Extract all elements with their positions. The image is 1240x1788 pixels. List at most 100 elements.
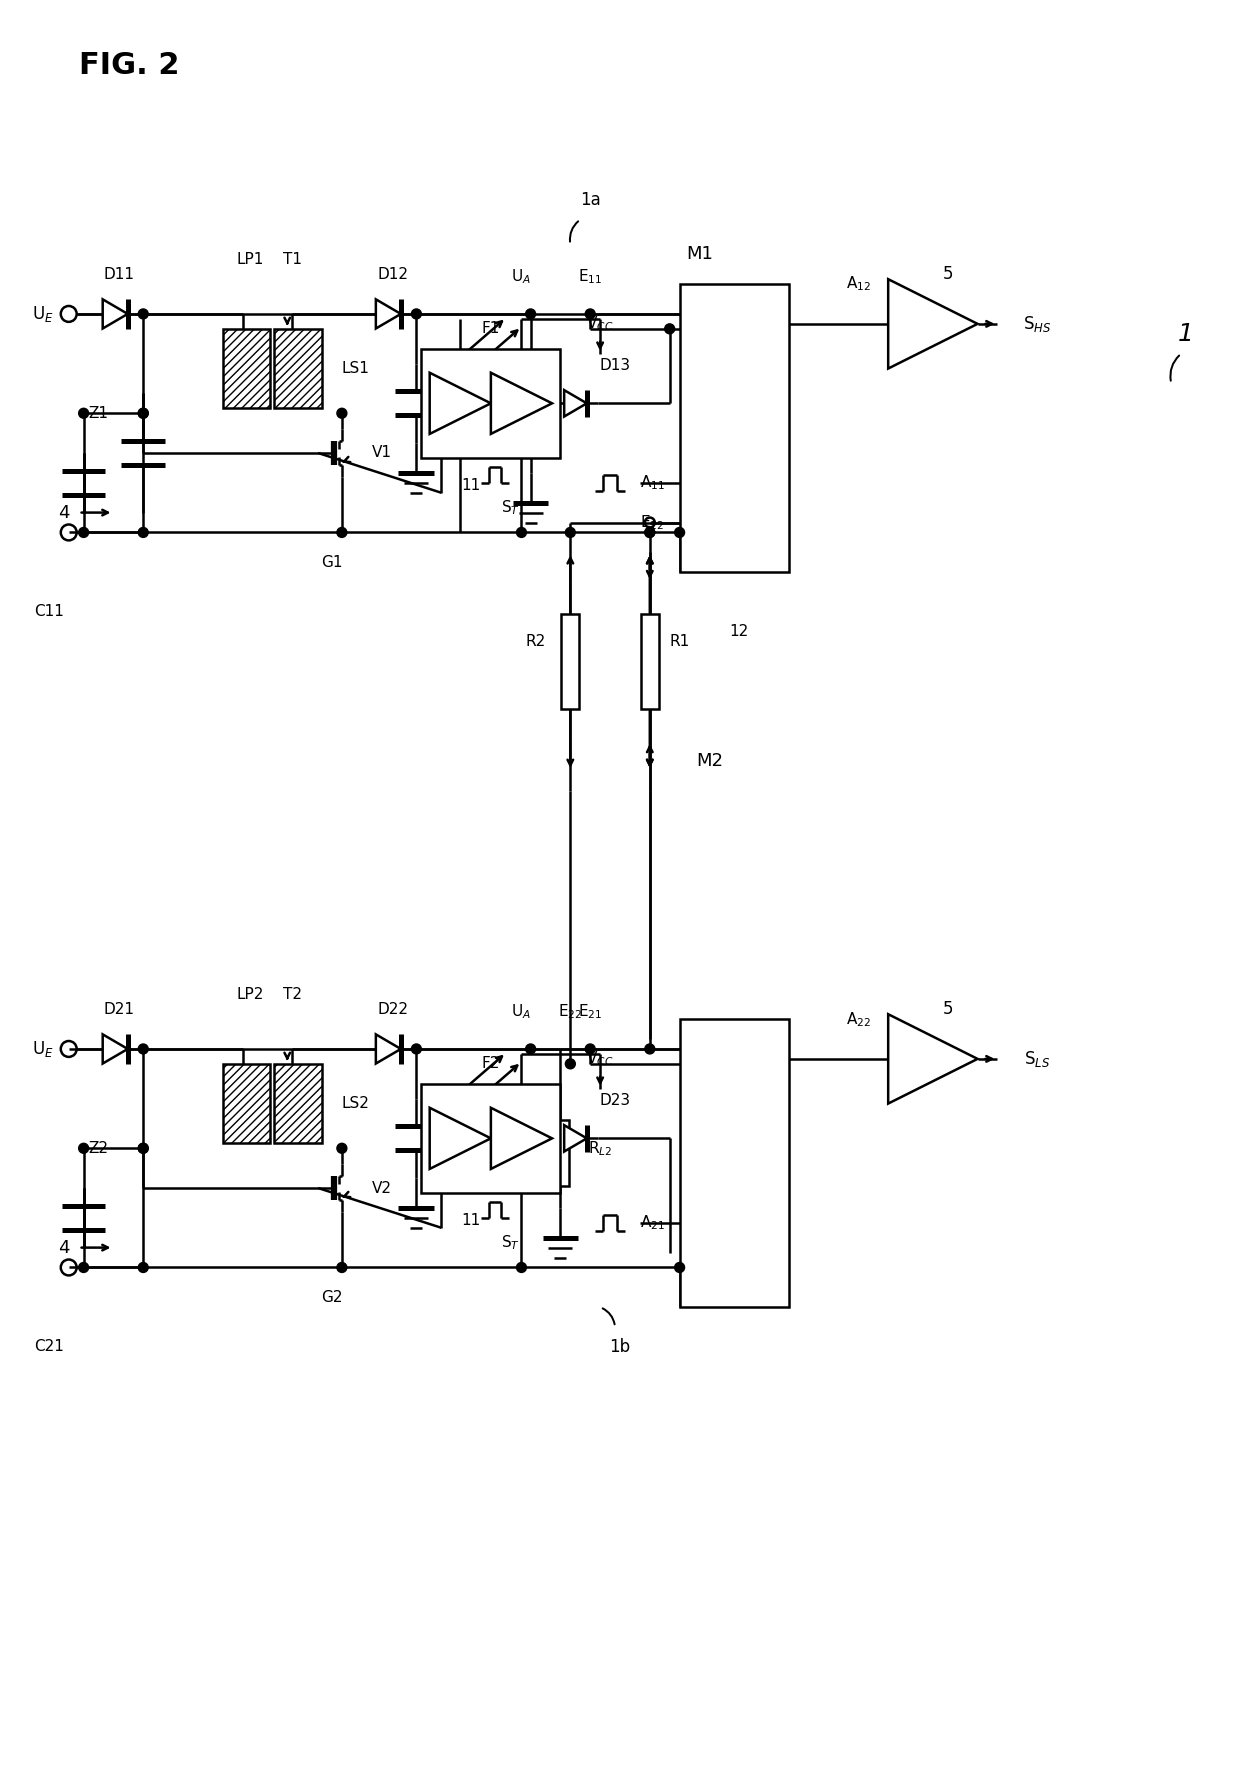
Circle shape bbox=[138, 1262, 149, 1273]
Circle shape bbox=[517, 527, 527, 538]
Text: U$_E$: U$_E$ bbox=[32, 1039, 53, 1058]
Text: D23: D23 bbox=[599, 1092, 631, 1109]
Text: U$_E$: U$_E$ bbox=[32, 304, 53, 324]
Text: FIG. 2: FIG. 2 bbox=[78, 52, 179, 80]
Text: LS2: LS2 bbox=[342, 1096, 370, 1110]
Text: D22: D22 bbox=[377, 1001, 408, 1017]
Circle shape bbox=[526, 309, 536, 318]
Text: S$_T$: S$_T$ bbox=[501, 1234, 521, 1252]
Circle shape bbox=[565, 1058, 575, 1069]
Text: LP1: LP1 bbox=[237, 252, 264, 266]
Circle shape bbox=[585, 1044, 595, 1053]
Circle shape bbox=[526, 1044, 536, 1053]
Circle shape bbox=[675, 527, 684, 538]
Circle shape bbox=[138, 1044, 149, 1053]
Circle shape bbox=[78, 1262, 88, 1273]
Text: D21: D21 bbox=[104, 1001, 135, 1017]
Circle shape bbox=[412, 309, 422, 318]
Polygon shape bbox=[491, 1109, 552, 1169]
Text: Microprocessor: Microprocessor bbox=[727, 1105, 742, 1221]
Text: 11: 11 bbox=[461, 1214, 481, 1228]
Polygon shape bbox=[888, 279, 977, 368]
Polygon shape bbox=[564, 1125, 587, 1151]
Text: 5: 5 bbox=[942, 265, 954, 283]
Bar bbox=[422, 1084, 560, 1193]
Polygon shape bbox=[103, 299, 128, 329]
Circle shape bbox=[138, 527, 149, 538]
Circle shape bbox=[645, 1044, 655, 1053]
Text: E$_{22}$: E$_{22}$ bbox=[558, 1001, 583, 1021]
Text: M2: M2 bbox=[696, 753, 723, 771]
Text: 4: 4 bbox=[58, 1239, 69, 1257]
Circle shape bbox=[665, 324, 675, 334]
Bar bbox=[552, 1121, 569, 1185]
Text: 4: 4 bbox=[58, 504, 69, 522]
Circle shape bbox=[337, 1262, 347, 1273]
Text: U$_A$: U$_A$ bbox=[511, 1001, 531, 1021]
Circle shape bbox=[645, 527, 655, 538]
Polygon shape bbox=[430, 372, 491, 434]
Circle shape bbox=[337, 408, 347, 418]
Text: D11: D11 bbox=[104, 266, 135, 283]
Text: F2: F2 bbox=[481, 1057, 500, 1071]
Text: G2: G2 bbox=[321, 1289, 342, 1305]
Circle shape bbox=[138, 408, 149, 418]
Bar bbox=[223, 1064, 270, 1143]
Text: R2: R2 bbox=[526, 635, 546, 649]
Text: E$_{21}$: E$_{21}$ bbox=[578, 1001, 603, 1021]
Text: C11: C11 bbox=[33, 604, 63, 619]
Circle shape bbox=[675, 1262, 684, 1273]
Text: A$_{11}$: A$_{11}$ bbox=[640, 474, 665, 492]
Bar bbox=[562, 613, 579, 710]
Text: C12: C12 bbox=[444, 395, 474, 411]
Text: S$_{LS}$: S$_{LS}$ bbox=[1024, 1050, 1050, 1069]
Text: 5: 5 bbox=[942, 999, 954, 1017]
Circle shape bbox=[138, 309, 149, 318]
Text: R1: R1 bbox=[670, 635, 689, 649]
Bar bbox=[641, 613, 658, 710]
Circle shape bbox=[565, 527, 575, 538]
Circle shape bbox=[138, 1143, 149, 1153]
Circle shape bbox=[138, 1143, 149, 1153]
Text: Microprocessor: Microprocessor bbox=[727, 370, 742, 486]
Polygon shape bbox=[888, 1014, 977, 1103]
Text: Z2: Z2 bbox=[88, 1141, 108, 1155]
Text: D12: D12 bbox=[377, 266, 408, 283]
Circle shape bbox=[585, 309, 595, 318]
Text: LS1: LS1 bbox=[342, 361, 370, 375]
Circle shape bbox=[412, 1044, 422, 1053]
Circle shape bbox=[337, 1143, 347, 1153]
Text: 1a: 1a bbox=[580, 191, 600, 209]
Polygon shape bbox=[376, 299, 401, 329]
Polygon shape bbox=[491, 372, 552, 434]
Circle shape bbox=[138, 408, 149, 418]
Text: A$_{21}$: A$_{21}$ bbox=[640, 1214, 665, 1232]
Polygon shape bbox=[103, 1033, 128, 1064]
Text: C21: C21 bbox=[33, 1339, 63, 1355]
Text: T2: T2 bbox=[283, 987, 301, 1001]
Bar bbox=[274, 1064, 322, 1143]
Text: 1b: 1b bbox=[609, 1337, 631, 1355]
Circle shape bbox=[517, 1262, 527, 1273]
Bar bbox=[223, 329, 270, 408]
Circle shape bbox=[337, 527, 347, 538]
Text: D13: D13 bbox=[599, 358, 631, 374]
Text: F1: F1 bbox=[481, 322, 500, 336]
Polygon shape bbox=[564, 390, 587, 417]
Text: E$_{11}$: E$_{11}$ bbox=[578, 266, 603, 286]
Circle shape bbox=[78, 408, 88, 418]
Text: A$_{12}$: A$_{12}$ bbox=[846, 275, 870, 293]
Text: 11: 11 bbox=[461, 477, 481, 493]
Text: U$_A$: U$_A$ bbox=[511, 266, 531, 286]
Text: G1: G1 bbox=[321, 554, 342, 570]
Bar bbox=[680, 1019, 789, 1307]
Text: 1: 1 bbox=[1178, 322, 1194, 345]
Text: V1: V1 bbox=[372, 445, 392, 461]
Bar bbox=[274, 329, 322, 408]
Text: C22: C22 bbox=[444, 1130, 474, 1146]
Bar bbox=[522, 386, 539, 451]
Text: 12: 12 bbox=[729, 624, 749, 640]
Circle shape bbox=[78, 1143, 88, 1153]
Polygon shape bbox=[430, 1109, 491, 1169]
Text: LP2: LP2 bbox=[237, 987, 264, 1001]
